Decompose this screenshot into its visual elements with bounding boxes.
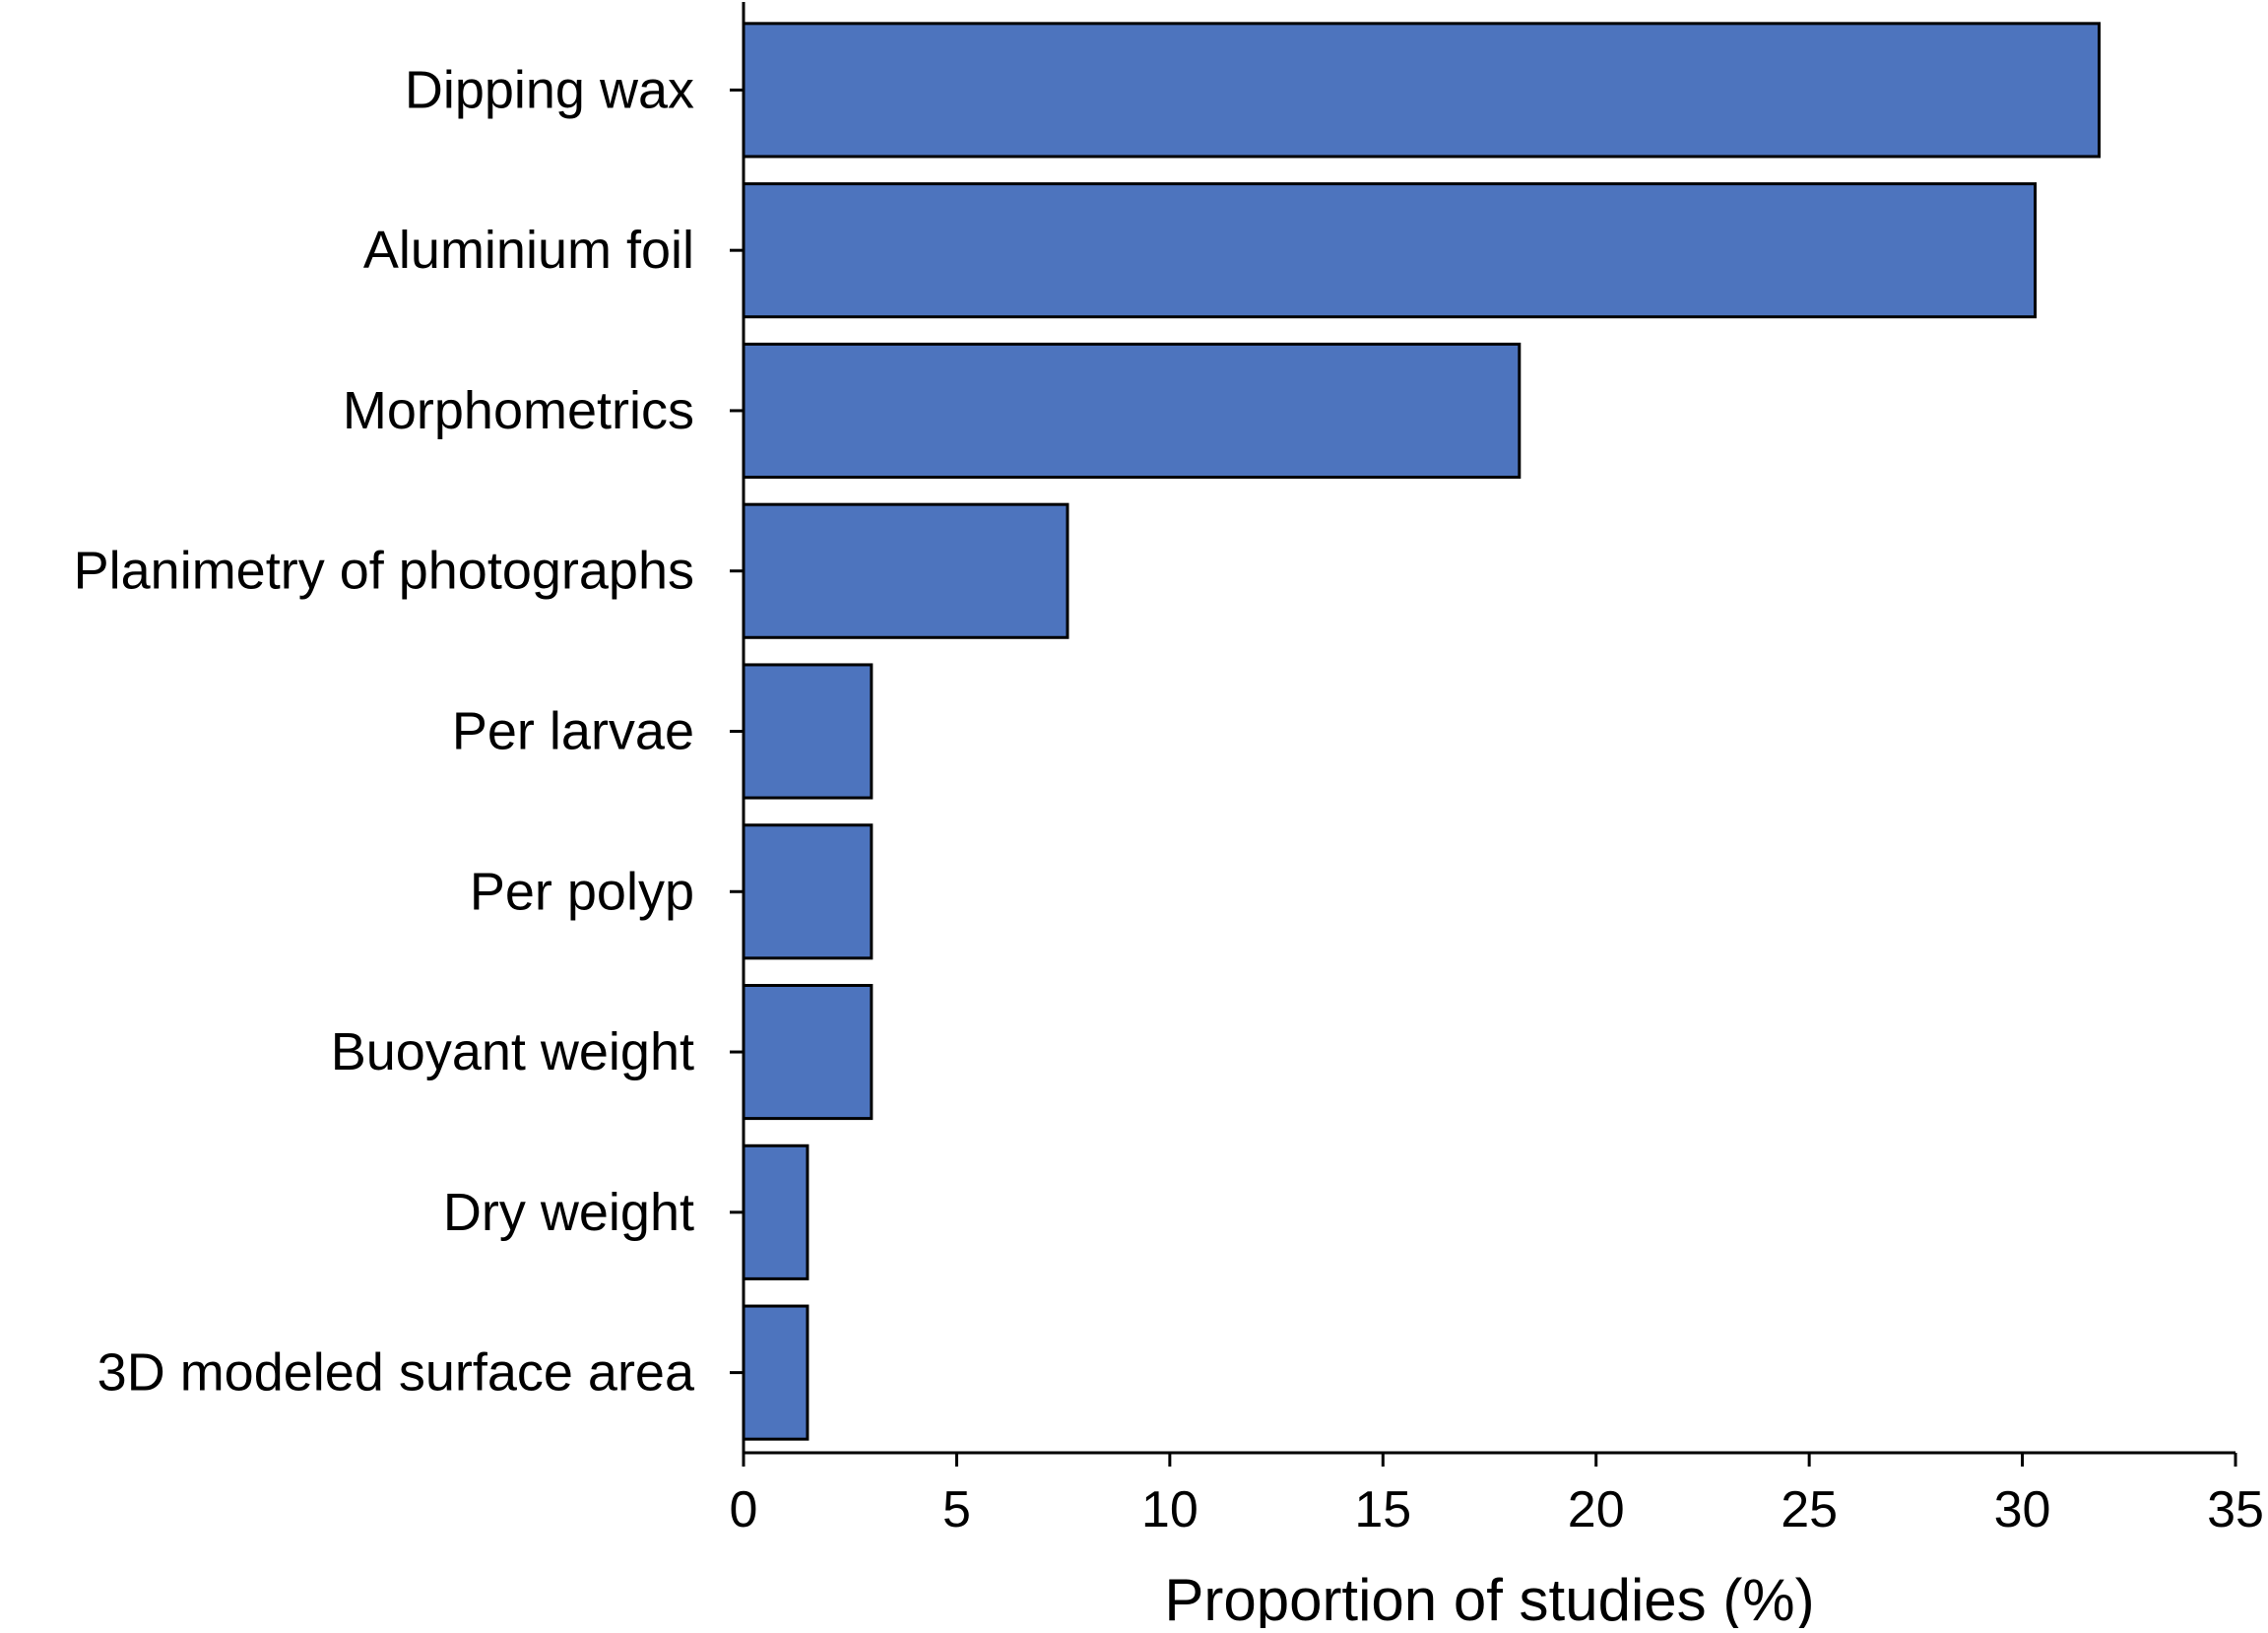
category-label: Planimetry of photographs (74, 542, 694, 601)
category-label: Dry weight (443, 1183, 694, 1242)
category-label: Buoyant weight (331, 1022, 694, 1081)
x-tick-label: 15 (1354, 1481, 1411, 1538)
category-label: Aluminium foil (363, 221, 694, 280)
bar (742, 22, 2101, 159)
labels-layer: Dipping wax Aluminium foil Morphometrics Pl… (74, 60, 2264, 1538)
category-label: Dipping wax (405, 60, 694, 119)
x-tick-label: 10 (1141, 1481, 1199, 1538)
bar (742, 182, 2038, 319)
bar (742, 342, 1522, 479)
bar (742, 1304, 810, 1441)
x-tick-label: 5 (942, 1481, 971, 1538)
x-axis-title: Proportion of studies (%) (1164, 1567, 1814, 1628)
category-label: 3D modeled surface area (97, 1343, 695, 1403)
x-tick-label: 0 (730, 1481, 758, 1538)
bar (742, 823, 874, 960)
category-label: Per larvae (452, 702, 694, 761)
ticks-layer (730, 88, 2237, 1467)
bar (742, 502, 1069, 639)
x-tick-label: 25 (1781, 1481, 1838, 1538)
category-label: Per polyp (470, 862, 694, 921)
bars-layer (742, 22, 2101, 1441)
x-tick-label: 30 (1994, 1481, 2051, 1538)
category-label: Morphometrics (343, 381, 694, 440)
x-tick-label: 20 (1568, 1481, 1625, 1538)
x-tick-label: 35 (2207, 1481, 2264, 1538)
bar (742, 1143, 810, 1280)
bar (742, 663, 874, 800)
bar (742, 984, 874, 1121)
